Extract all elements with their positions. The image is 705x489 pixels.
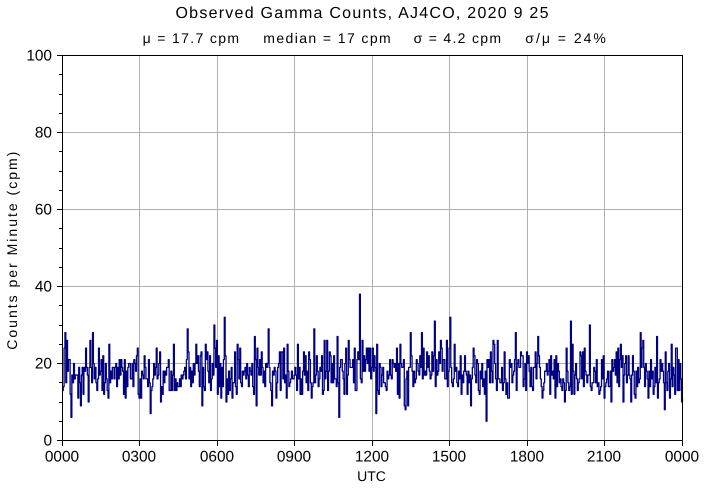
svg-text:σ = 4.2 cpm: σ = 4.2 cpm	[414, 30, 503, 46]
svg-text:60: 60	[35, 202, 52, 219]
svg-text:Observed Gamma Counts, AJ4CO,: Observed Gamma Counts, AJ4CO, 2020 9 25	[175, 5, 549, 22]
svg-text:0600: 0600	[200, 448, 234, 465]
svg-text:0300: 0300	[122, 448, 156, 465]
svg-text:σ/μ = 24%: σ/μ = 24%	[525, 30, 608, 46]
svg-text:20: 20	[35, 356, 52, 373]
svg-text:1500: 1500	[432, 448, 466, 465]
svg-text:0: 0	[43, 433, 52, 450]
svg-text:median = 17 cpm: median = 17 cpm	[263, 30, 392, 46]
svg-text:Counts per Minute (cpm): Counts per Minute (cpm)	[4, 150, 20, 350]
svg-text:1800: 1800	[510, 448, 544, 465]
svg-text:100: 100	[26, 48, 52, 65]
svg-text:UTC: UTC	[357, 468, 386, 484]
svg-text:0000: 0000	[45, 448, 79, 465]
svg-text:40: 40	[35, 279, 52, 296]
svg-text:1200: 1200	[355, 448, 389, 465]
svg-text:0000: 0000	[665, 448, 699, 465]
svg-text:80: 80	[35, 125, 52, 142]
svg-text:μ = 17.7 cpm: μ = 17.7 cpm	[143, 30, 241, 46]
svg-text:0900: 0900	[277, 448, 311, 465]
svg-text:2100: 2100	[587, 448, 621, 465]
